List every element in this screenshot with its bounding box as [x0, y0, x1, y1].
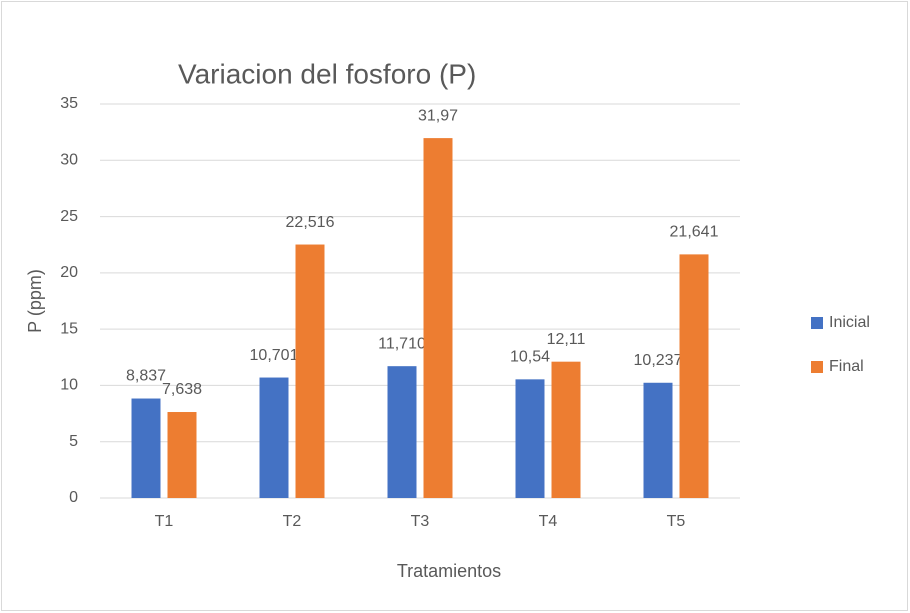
y-tick-label: 0 [69, 489, 78, 506]
bar [387, 366, 417, 498]
data-label: 10,237 [634, 352, 683, 369]
y-tick-label: 10 [60, 377, 78, 394]
legend-swatch [811, 361, 823, 373]
y-tick-label: 30 [60, 152, 78, 169]
legend-label: Final [829, 358, 864, 375]
bar [515, 379, 545, 498]
data-label: 12,11 [547, 331, 586, 348]
x-tick-label: T2 [283, 513, 302, 530]
y-tick-label: 20 [60, 264, 78, 281]
data-label: 10,54 [510, 349, 550, 366]
bar [131, 398, 161, 498]
bar [295, 244, 325, 498]
bar [423, 138, 453, 499]
data-label: 8,837 [126, 368, 166, 385]
bar [551, 361, 581, 498]
y-tick-label: 25 [60, 208, 78, 225]
x-axis-label: Tratamientos [397, 561, 501, 581]
bar [259, 377, 289, 498]
x-tick-label: T3 [411, 513, 430, 530]
data-label: 31,97 [418, 107, 458, 124]
legend-label: Inicial [829, 314, 870, 331]
y-axis-label: P (ppm) [25, 269, 45, 333]
y-tick-label: 15 [60, 320, 78, 337]
chart-title: Variacion del fosforo (P) [178, 58, 476, 89]
data-label: 21,641 [670, 224, 719, 241]
bar [643, 382, 673, 498]
bar [167, 412, 197, 498]
data-label: 7,638 [162, 381, 202, 398]
data-label: 10,701 [250, 347, 299, 364]
x-tick-label: T1 [155, 513, 174, 530]
y-tick-label: 5 [69, 433, 78, 450]
legend-swatch [811, 317, 823, 329]
y-tick-label: 35 [60, 95, 78, 112]
x-tick-label: T4 [539, 513, 558, 530]
x-tick-label: T5 [667, 513, 686, 530]
bar [679, 254, 709, 498]
data-label: 22,516 [286, 214, 335, 231]
data-label: 11,710 [378, 335, 426, 352]
